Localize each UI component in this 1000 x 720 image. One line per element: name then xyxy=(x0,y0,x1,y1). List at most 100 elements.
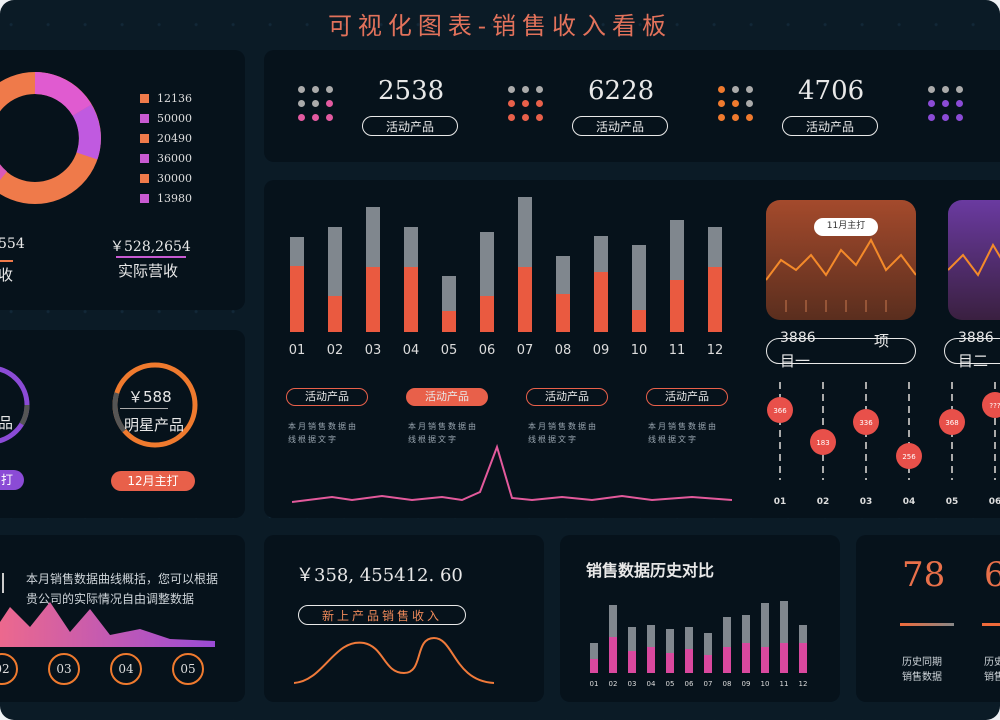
chart-tab[interactable]: 活动产品 xyxy=(406,388,488,406)
history-stat-b: 6 xyxy=(984,555,1000,595)
dot xyxy=(508,86,515,93)
ring-right xyxy=(112,362,198,448)
dot xyxy=(942,86,949,93)
bar-value xyxy=(632,310,646,332)
history-bar-value xyxy=(666,653,674,673)
bar-value xyxy=(442,311,456,332)
history-label-a1: 历史同期 xyxy=(902,657,942,668)
actual-revenue-value: ￥528,2654 xyxy=(110,239,191,255)
mini-left-pill[interactable] xyxy=(766,338,916,364)
history-bar-value xyxy=(704,655,712,673)
x-tick-label: 06 xyxy=(479,343,496,358)
history-bar-value xyxy=(685,649,693,673)
legend-label: 12136 xyxy=(157,91,192,105)
dot xyxy=(732,100,739,107)
ring-right-value: ￥588 xyxy=(128,388,172,406)
x-tick-label: 02 xyxy=(327,343,344,358)
history-bar-total xyxy=(704,633,712,673)
history-title: 销售数据历史对比 xyxy=(586,561,715,580)
rings-panel: 品 打 ￥588 明星产品 12月主打 xyxy=(0,330,245,518)
x-tick-label: 04 xyxy=(403,343,420,358)
dot xyxy=(718,114,725,121)
dot xyxy=(522,100,529,107)
history-bar-value xyxy=(628,651,636,673)
history-tick-label: 07 xyxy=(704,680,713,688)
dot xyxy=(522,114,529,121)
dial-knob xyxy=(982,392,1000,418)
chart-tab[interactable]: 活动产品 xyxy=(286,388,368,406)
legend-label: 20490 xyxy=(157,131,192,145)
curve-number[interactable]: 03 xyxy=(48,653,80,685)
bar-value xyxy=(594,272,608,332)
dot xyxy=(942,114,949,121)
history-bar-value xyxy=(609,637,617,673)
history-bar-value xyxy=(742,643,750,673)
dial-sliders: 366 01 183 02 336 03 256 04 368 05??? 06 xyxy=(767,382,1000,507)
dial-label: 05 xyxy=(946,497,959,507)
new-product-label[interactable]: 新上产品销售收入 xyxy=(298,605,466,625)
curve-number[interactable]: 04 xyxy=(110,653,142,685)
chart-tab-note: 本月销售数据由线根据文字 xyxy=(528,422,598,444)
stat-dots-icon xyxy=(718,86,764,121)
new-product-value: ￥358, 455412. 60 xyxy=(296,565,463,586)
dial-knob xyxy=(896,443,922,469)
history-bar-value xyxy=(590,659,598,673)
legend-item: 13980 xyxy=(140,188,192,208)
stat-label-pill[interactable]: 活动产品 xyxy=(362,116,458,136)
ring-right-badge[interactable]: 12月主打 xyxy=(111,471,195,491)
history-bar-total xyxy=(666,629,674,673)
new-product-panel: ￥358, 455412. 60 新上产品销售收入 xyxy=(264,535,544,702)
mini-right-pill[interactable] xyxy=(944,338,1000,364)
mini-left-text-b: 项 xyxy=(874,332,890,350)
stat-label-pill[interactable]: 活动产品 xyxy=(782,116,878,136)
history-label-b1: 历史 xyxy=(984,657,1000,668)
curve-panel: 本月销售数据曲线概括，您可以根据贵公司的实际情况自由调整数据 02 03 04 05 xyxy=(0,535,245,702)
dot xyxy=(522,86,529,93)
dot xyxy=(732,114,739,121)
dial-knob xyxy=(939,409,965,435)
history-tick-label: 02 xyxy=(609,680,618,688)
ring-right-label: 明星产品 xyxy=(124,416,185,434)
donut-panel: 12136 50000 20490 36000 30000 13980 554 收 ￥52… xyxy=(0,50,245,310)
dot xyxy=(928,86,935,93)
left-value: 554 xyxy=(0,236,25,252)
dial-value: 183 xyxy=(816,439,829,447)
dot xyxy=(536,114,543,121)
chart-tab[interactable]: 活动产品 xyxy=(646,388,728,406)
dot xyxy=(732,86,739,93)
history-bar-value xyxy=(780,643,788,673)
stat-b-bar xyxy=(982,623,1000,626)
legend-label: 36000 xyxy=(157,151,192,165)
dial-knob xyxy=(767,397,793,423)
main-bar-chart: 01 02 03 04 05 06 07 08 09 10 11 12 xyxy=(289,197,723,358)
history-label-a2: 销售数据 xyxy=(902,672,942,683)
bar-value xyxy=(328,296,342,332)
bar-value xyxy=(518,267,532,332)
dot xyxy=(928,100,935,107)
mini-card-right xyxy=(947,200,1000,320)
curve-number[interactable]: 05 xyxy=(172,653,204,685)
history-bar-total xyxy=(723,617,731,673)
dot xyxy=(312,86,319,93)
left-label: 收 xyxy=(0,260,14,285)
bar-value xyxy=(670,280,684,332)
dot xyxy=(536,100,543,107)
dot xyxy=(326,86,333,93)
ring-left-badge[interactable]: 打 xyxy=(0,470,24,490)
history-tick-label: 12 xyxy=(799,680,808,688)
dot xyxy=(746,86,753,93)
actual-revenue-label: 实际营收 xyxy=(118,262,179,280)
bar-value xyxy=(290,266,304,332)
donut-legend: 12136 50000 20490 36000 30000 13980 xyxy=(140,88,192,208)
chart-tab[interactable]: 活动产品 xyxy=(526,388,608,406)
legend-swatch xyxy=(140,133,149,143)
x-tick-label: 03 xyxy=(365,343,382,358)
curve-number[interactable]: 02 xyxy=(0,653,18,685)
stat-label-pill[interactable]: 活动产品 xyxy=(572,116,668,136)
donut-chart xyxy=(0,72,101,204)
x-tick-label: 08 xyxy=(555,343,572,358)
dial-value: 336 xyxy=(859,419,873,427)
dot xyxy=(956,86,963,93)
stat-value: 4706 xyxy=(798,76,865,106)
dial-label: 03 xyxy=(860,497,873,507)
